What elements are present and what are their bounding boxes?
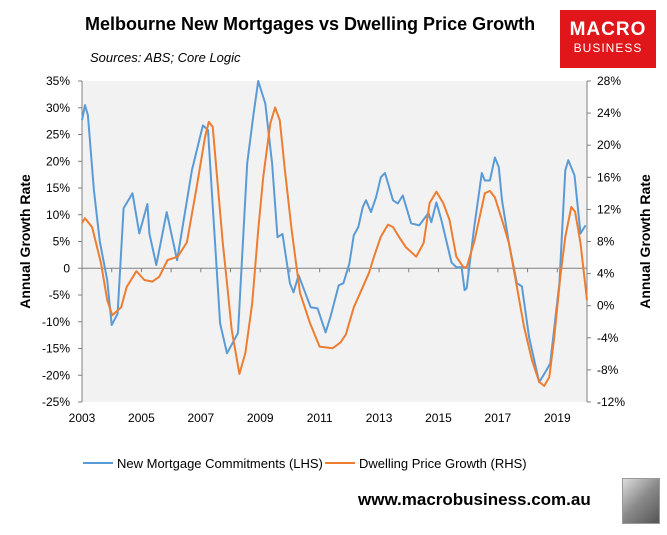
y-tick-label: 5% xyxy=(53,235,71,249)
y2-tick-label: 16% xyxy=(597,170,621,184)
sources-note: Sources: ABS; Core Logic xyxy=(90,50,241,65)
y-tick-label: 25% xyxy=(46,128,70,142)
y-axis-label: Annual Growth Rate xyxy=(17,174,33,309)
x-tick-label: 2013 xyxy=(366,411,393,425)
macrobusiness-logo: MACRO BUSINESS xyxy=(560,10,656,68)
x-tick-label: 2019 xyxy=(544,411,571,425)
y-tick-label: -25% xyxy=(42,395,70,409)
y2-tick-label: -4% xyxy=(597,331,619,345)
y2-tick-label: 4% xyxy=(597,267,615,281)
x-tick-label: 2005 xyxy=(128,411,155,425)
y-tick-label: 15% xyxy=(46,181,70,195)
wolf-logo-image xyxy=(622,478,660,524)
x-tick-label: 2011 xyxy=(307,411,333,425)
y2-axis-label: Annual Growth Rate xyxy=(637,174,653,309)
y2-tick-label: 20% xyxy=(597,138,621,152)
y-tick-label: -5% xyxy=(49,288,71,302)
y2-tick-label: 24% xyxy=(597,106,621,120)
x-tick-label: 2015 xyxy=(425,411,452,425)
y2-tick-label: -12% xyxy=(597,395,625,409)
x-tick-label: 2007 xyxy=(187,411,214,425)
y-tick-label: -20% xyxy=(42,368,70,382)
y2-tick-label: -8% xyxy=(597,363,619,377)
y-tick-label: -15% xyxy=(42,342,70,356)
chart-title: Melbourne New Mortgages vs Dwelling Pric… xyxy=(85,14,536,34)
y-tick-label: 20% xyxy=(46,154,70,168)
x-tick-label: 2003 xyxy=(69,411,96,425)
logo-line2: BUSINESS xyxy=(573,41,643,55)
logo-line1: MACRO xyxy=(569,19,647,40)
legend-label: New Mortgage Commitments (LHS) xyxy=(117,456,323,471)
plot-area xyxy=(82,81,587,402)
y-tick-label: 35% xyxy=(46,74,70,88)
legend-label: Dwelling Price Growth (RHS) xyxy=(359,456,527,471)
series-line-mortgages xyxy=(81,80,587,384)
y2-tick-label: 28% xyxy=(597,74,621,88)
y-tick-label: 30% xyxy=(46,101,70,115)
series-line-dwelling-prices xyxy=(81,106,588,387)
y2-tick-label: 8% xyxy=(597,235,615,249)
y-tick-label: 10% xyxy=(46,208,70,222)
y-tick-label: -10% xyxy=(42,315,70,329)
website-url: www.macrobusiness.com.au xyxy=(358,490,591,509)
x-tick-label: 2009 xyxy=(247,411,274,425)
y2-tick-label: 12% xyxy=(597,202,621,216)
y-tick-label: 0 xyxy=(63,261,70,275)
x-tick-label: 2017 xyxy=(485,411,512,425)
line-chart: 35% 30% 25% 20% 15% 10% 5% 0 -5% -10% -15% -20% -25%… xyxy=(17,74,653,471)
y2-tick-label: 0% xyxy=(597,299,615,313)
